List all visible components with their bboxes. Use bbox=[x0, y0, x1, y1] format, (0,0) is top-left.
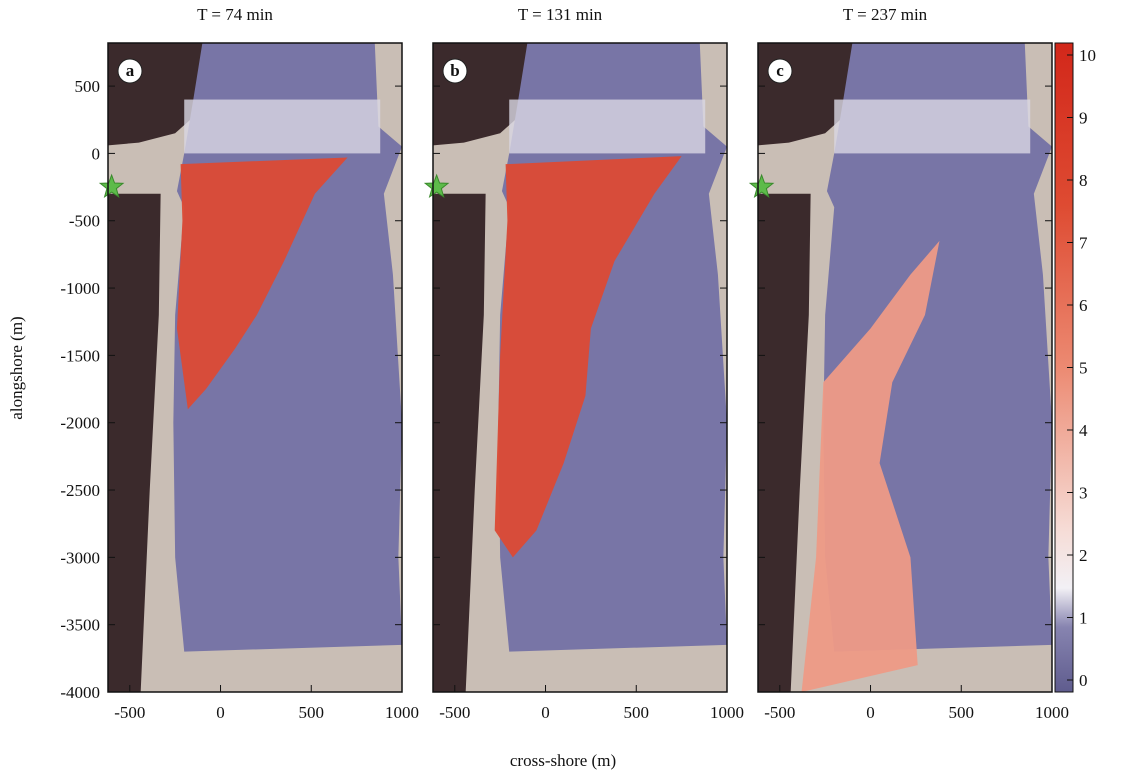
x-tick-label: -500 bbox=[439, 703, 470, 722]
dye-plume bbox=[801, 240, 940, 693]
y-tick-label: -500 bbox=[69, 212, 100, 231]
colorbar-tick-label: 4 bbox=[1079, 421, 1088, 440]
map-panel bbox=[98, 43, 402, 692]
x-tick-label: 0 bbox=[541, 703, 550, 722]
colorbar-tick-label: 9 bbox=[1079, 109, 1088, 128]
panel-frame bbox=[757, 42, 1053, 693]
marker-star bbox=[423, 173, 450, 198]
x-tick-label: -500 bbox=[764, 703, 795, 722]
dye-plume bbox=[494, 156, 682, 558]
x-tick-label: 500 bbox=[624, 703, 650, 722]
y-tick-label: -4000 bbox=[60, 683, 100, 702]
y-tick-label: -2000 bbox=[60, 414, 100, 433]
colorbar-tick-label: 1 bbox=[1079, 609, 1088, 628]
colorbar-tick-label: 5 bbox=[1079, 359, 1088, 378]
panel-label: c bbox=[776, 61, 784, 80]
x-tick-label: 1000 bbox=[385, 703, 419, 722]
surf-band bbox=[834, 99, 1031, 154]
map-panel bbox=[423, 43, 727, 692]
surf-band bbox=[509, 99, 706, 154]
colorbar-tick-label: 6 bbox=[1079, 296, 1088, 315]
colorbar-tick-label: 2 bbox=[1079, 546, 1088, 565]
panel-title: T = 74 min bbox=[197, 5, 273, 24]
x-tick-label: 0 bbox=[866, 703, 875, 722]
land bbox=[108, 193, 161, 692]
marker-star bbox=[748, 173, 775, 198]
colorbar-tick-label: 3 bbox=[1079, 484, 1088, 503]
panel-label: a bbox=[126, 61, 135, 80]
panel-badge bbox=[117, 58, 143, 84]
y-tick-label: -2500 bbox=[60, 481, 100, 500]
dye-plume bbox=[176, 157, 348, 410]
panel-frame bbox=[107, 42, 403, 693]
y-tick-label: -3500 bbox=[60, 616, 100, 635]
y-tick-label: 0 bbox=[92, 144, 101, 163]
panel-label: b bbox=[450, 61, 459, 80]
panel-badge bbox=[767, 58, 793, 84]
panel-frame bbox=[432, 42, 728, 693]
y-tick-label: -1500 bbox=[60, 346, 100, 365]
panel-title: T = 131 min bbox=[518, 5, 603, 24]
x-tick-label: 500 bbox=[949, 703, 975, 722]
panel-title: T = 237 min bbox=[843, 5, 928, 24]
y-tick-label: 500 bbox=[75, 77, 101, 96]
surf-band bbox=[184, 99, 381, 154]
colorbar-tick-label: 10 bbox=[1079, 46, 1096, 65]
colorbar-tick-label: 7 bbox=[1079, 234, 1088, 253]
map-panel bbox=[748, 43, 1052, 693]
panel-badge bbox=[442, 58, 468, 84]
x-tick-label: 0 bbox=[216, 703, 225, 722]
colorbar-tick-label: 8 bbox=[1079, 171, 1088, 190]
x-axis-label: cross-shore (m) bbox=[510, 751, 616, 770]
y-axis-label: alongshore (m) bbox=[7, 316, 26, 419]
x-tick-label: -500 bbox=[114, 703, 145, 722]
x-tick-label: 1000 bbox=[1035, 703, 1069, 722]
x-tick-label: 1000 bbox=[710, 703, 744, 722]
land bbox=[758, 193, 811, 692]
land bbox=[433, 193, 486, 692]
marker-star bbox=[98, 173, 125, 198]
y-tick-label: -1000 bbox=[60, 279, 100, 298]
x-tick-label: 500 bbox=[299, 703, 325, 722]
y-tick-label: -3000 bbox=[60, 548, 100, 567]
colorbar-tick-label: 0 bbox=[1079, 671, 1088, 690]
